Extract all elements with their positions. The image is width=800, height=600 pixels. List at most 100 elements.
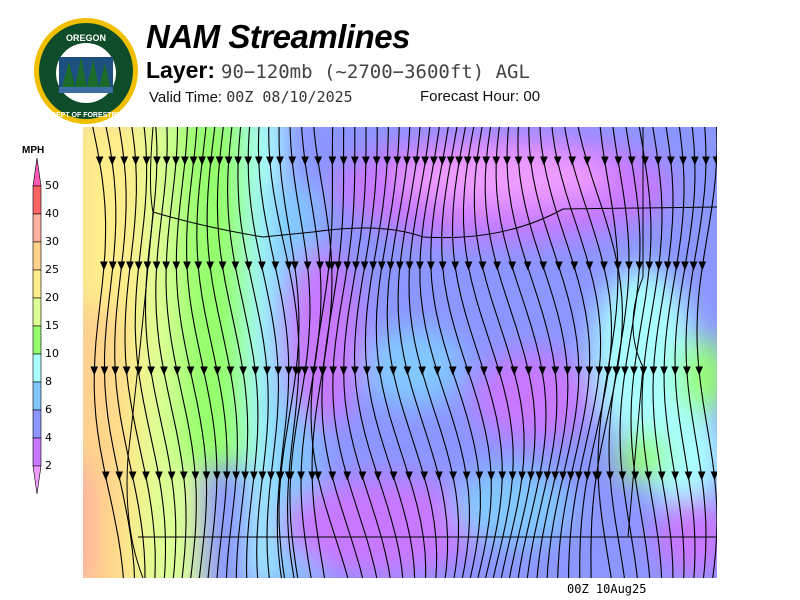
streamline-arrow: [122, 366, 131, 376]
streamline-arrow: [681, 261, 689, 271]
svg-text:OREGON: OREGON: [66, 33, 106, 43]
streamline-arrow: [498, 471, 507, 481]
streamline-arrow: [614, 261, 622, 271]
streamline: [408, 127, 460, 578]
streamline-arrow: [319, 366, 327, 376]
streamline-arrow: [420, 471, 429, 481]
streamline: [397, 127, 449, 578]
streamline-arrow: [152, 261, 161, 271]
streamline: [528, 127, 580, 578]
streamline: [495, 127, 547, 578]
washington-oregon-border: [152, 206, 717, 239]
colorbar-tick-label: 4: [45, 431, 52, 444]
streamline: [257, 127, 290, 578]
streamline-arrow: [585, 261, 594, 271]
streamlines: [90, 127, 717, 578]
streamline-arrow: [657, 471, 666, 481]
streamline-arrow: [535, 471, 544, 481]
streamline-arrow: [603, 366, 612, 376]
streamline-arrow: [625, 261, 633, 271]
streamline-arrow: [222, 471, 231, 481]
streamline-arrow: [508, 261, 517, 271]
streamline-arrow: [621, 366, 629, 376]
streamline-arrow: [254, 156, 263, 166]
streamline-arrow: [100, 366, 109, 376]
streamline-arrow: [316, 261, 324, 271]
streamline-arrow: [518, 471, 526, 481]
streamline: [430, 127, 481, 578]
streamline: [484, 127, 536, 578]
streamline-arrow: [478, 261, 487, 271]
streamline-arrow: [627, 156, 636, 166]
streamline-arrow: [206, 261, 214, 271]
streamline-arrow: [712, 156, 717, 166]
streamline-arrow: [416, 261, 424, 271]
valid-time: Valid Time: 00Z 08/10/2025: [149, 88, 353, 106]
streamline-arrow: [173, 366, 182, 376]
streamline-arrow: [475, 471, 484, 481]
streamline-arrow: [191, 471, 200, 481]
colorbar-unit: MPH: [22, 145, 45, 156]
streamline-arrow: [421, 156, 430, 166]
streamline-arrow: [172, 261, 181, 271]
colorbar-tick-label: 20: [45, 291, 59, 304]
streamline-arrow: [308, 471, 316, 481]
streamline-arrow: [162, 156, 171, 166]
streamline-arrow: [644, 471, 653, 481]
streamline: [237, 127, 269, 578]
streamline-arrow: [553, 156, 562, 166]
streamline-arrow: [213, 471, 221, 481]
coastline: [126, 127, 154, 578]
streamline: [268, 127, 300, 578]
streamline-arrow: [635, 261, 644, 271]
streamline: [441, 127, 492, 578]
streamline-arrow: [314, 471, 322, 481]
streamline-arrow: [539, 261, 548, 271]
streamline-arrow: [583, 156, 591, 166]
streamline: [364, 127, 416, 578]
streamline: [144, 127, 177, 578]
streamline-arrow: [234, 156, 242, 166]
streamline-arrow: [482, 156, 491, 166]
streamline-arrow: [284, 366, 293, 376]
streamline-arrow: [645, 261, 654, 271]
valid-time-value: 00Z 08/10/2025: [226, 88, 353, 106]
streamline-arrow: [143, 261, 152, 271]
streamline-arrow: [540, 156, 548, 166]
streamline: [386, 127, 438, 578]
streamline-arrow: [328, 156, 337, 166]
streamline-arrow: [251, 366, 260, 376]
streamline-arrow: [618, 471, 627, 481]
streamline: [310, 127, 349, 578]
streamline-arrow: [239, 366, 247, 376]
streamline: [353, 127, 404, 578]
streamline-arrow: [710, 471, 717, 481]
streamline-arrow: [194, 261, 203, 271]
streamline-arrow: [181, 156, 189, 166]
colorbar-band: [32, 185, 42, 215]
map-timestamp: 00Z 10Aug25: [567, 582, 647, 596]
streamline-arrow: [527, 471, 535, 481]
valid-time-label: Valid Time:: [149, 89, 223, 106]
streamline-arrow: [566, 471, 575, 481]
streamline-arrow: [90, 366, 99, 376]
oregon-department-of-forestry-logo: OREGON DEPT OF FORESTRY: [34, 18, 138, 124]
colorbar-max-arrow: [32, 158, 42, 187]
streamline-arrow: [276, 471, 285, 481]
streamline-arrow: [606, 471, 614, 481]
streamline-arrow: [167, 471, 176, 481]
streamline-arrow: [343, 261, 352, 271]
streamline-arrow: [683, 366, 691, 376]
streamline-arrow: [405, 471, 413, 481]
forecast-hour-label: Forecast Hour:: [420, 88, 520, 105]
colorbar-band: [32, 241, 42, 271]
streamline: [289, 127, 311, 578]
streamline-arrow: [438, 156, 447, 166]
streamline-arrow: [200, 366, 208, 376]
streamline-arrow: [595, 366, 603, 376]
streamline-arrow: [480, 366, 488, 376]
streamline-arrow: [526, 156, 535, 166]
streamline-arrow: [689, 261, 698, 271]
streamline-arrow: [594, 471, 603, 481]
